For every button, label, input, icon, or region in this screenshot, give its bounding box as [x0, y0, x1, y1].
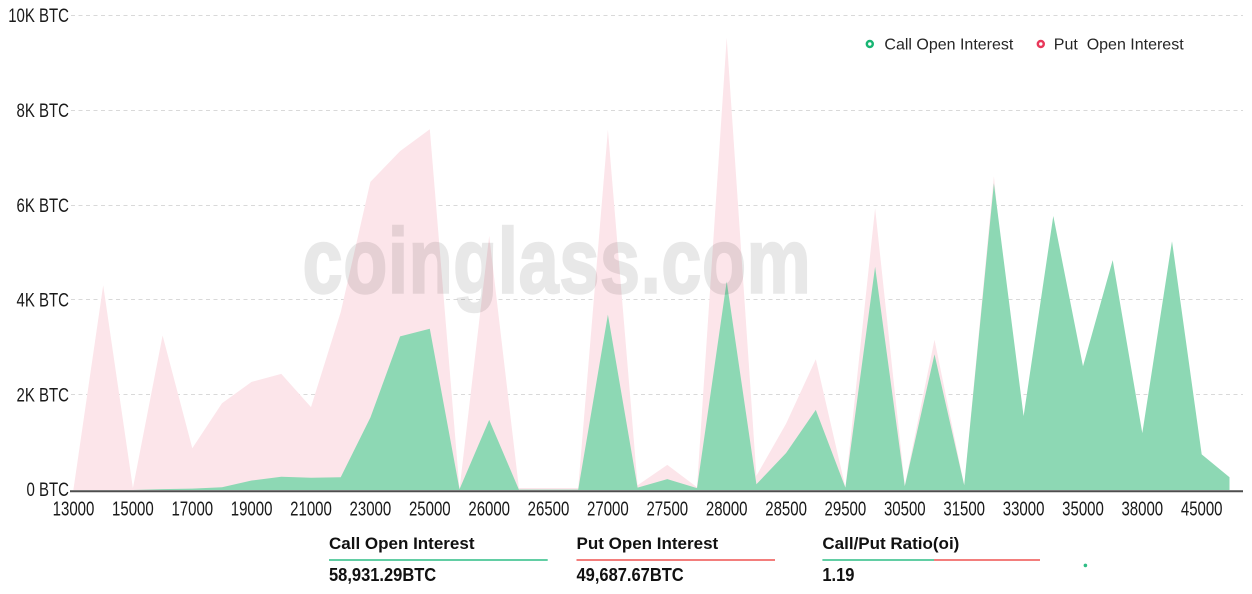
svg-text:58,931.29BTC: 58,931.29BTC	[329, 564, 437, 585]
svg-text:coinglass.com: coinglass.com	[303, 210, 812, 313]
svg-text:29500: 29500	[825, 497, 867, 520]
svg-text:38000: 38000	[1121, 497, 1163, 520]
svg-text:13000: 13000	[53, 497, 95, 520]
svg-text:45000: 45000	[1181, 497, 1223, 520]
svg-text:10K BTC: 10K BTC	[8, 4, 69, 26]
svg-text:49,687.67BTC: 49,687.67BTC	[577, 564, 685, 585]
svg-text:4K BTC: 4K BTC	[17, 289, 69, 311]
svg-text:30500: 30500	[884, 497, 926, 520]
svg-text:17000: 17000	[171, 497, 213, 520]
svg-text:19000: 19000	[231, 497, 273, 520]
svg-text:27000: 27000	[587, 497, 629, 520]
svg-text:8K BTC: 8K BTC	[17, 99, 69, 121]
svg-text:2K BTC: 2K BTC	[17, 384, 69, 406]
svg-text:23000: 23000	[350, 497, 392, 520]
svg-text:15000: 15000	[112, 497, 154, 520]
svg-text:21000: 21000	[290, 497, 332, 520]
svg-text:35000: 35000	[1062, 497, 1104, 520]
svg-text:Call Open Interest: Call Open Interest	[329, 534, 475, 553]
svg-text:28000: 28000	[706, 497, 748, 520]
svg-text:Call/Put Ratio(oi): Call/Put Ratio(oi)	[822, 534, 959, 553]
svg-text:26000: 26000	[468, 497, 510, 520]
svg-text:6K BTC: 6K BTC	[17, 194, 69, 216]
svg-text:0 BTC: 0 BTC	[27, 478, 69, 500]
svg-text:33000: 33000	[1003, 497, 1045, 520]
svg-text:25000: 25000	[409, 497, 451, 520]
svg-text:1.19: 1.19	[822, 564, 854, 585]
svg-text:27500: 27500	[646, 497, 688, 520]
svg-text:Call Open Interest: Call Open Interest	[884, 37, 1014, 54]
svg-text:Put Open Interest: Put Open Interest	[577, 534, 719, 553]
svg-text:31500: 31500	[943, 497, 985, 520]
svg-text:Put Open Interest: Put Open Interest	[1054, 37, 1184, 54]
svg-text:26500: 26500	[528, 497, 570, 520]
svg-text:28500: 28500	[765, 497, 807, 520]
